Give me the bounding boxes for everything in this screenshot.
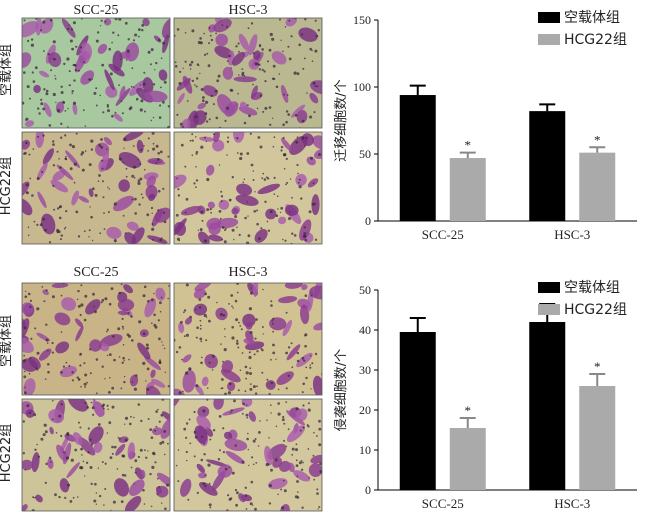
- y-tick-label: 40: [359, 323, 371, 337]
- column-label-hsc3: HSC-3: [229, 3, 268, 18]
- legend-label: 空载体组: [564, 10, 620, 26]
- legend-label: HCG22组: [564, 302, 627, 318]
- column-label-hsc3: HSC-3: [229, 265, 268, 280]
- y-tick-label: 150: [353, 13, 371, 27]
- column-label-scc25: SCC-25: [73, 3, 118, 18]
- micrograph-hsc3-empty-vector: [173, 282, 323, 396]
- bar: [579, 152, 616, 221]
- micrograph-scc25-hcg22: [21, 398, 171, 512]
- significance-marker: *: [594, 132, 601, 147]
- y-tick-label: 50: [359, 283, 371, 297]
- category-label: HSC-3: [554, 227, 590, 242]
- bar: [399, 95, 436, 221]
- migration-bar-chart: 0 50 100 150 迁移细胞数/个 * SCC-25 * HSC-3 空载体组 HCG22组: [334, 10, 637, 242]
- micrograph-hsc3-hcg22: [173, 131, 323, 245]
- row-label-empty-vector: 空载体组: [0, 315, 14, 367]
- bar: [449, 428, 486, 490]
- micrograph-scc25-empty-vector: [21, 282, 171, 396]
- legend-label: HCG22组: [564, 32, 627, 48]
- invasion-panel: SCC-25 HSC-3 空载体组 HCG22组 0 10 20 30 40 50 侵袭细胞…: [0, 265, 637, 512]
- legend-swatch: [538, 282, 560, 293]
- micrograph-background: [22, 399, 170, 511]
- bar: [529, 111, 566, 221]
- micrograph-scc25-empty-vector: [21, 17, 171, 129]
- column-label-scc25: SCC-25: [73, 265, 118, 280]
- significance-marker: *: [465, 138, 472, 153]
- category-label: SCC-25: [422, 227, 464, 242]
- bar: [449, 158, 486, 221]
- invasion-bar-chart: 0 10 20 30 40 50 侵袭细胞数/个 * SCC-25 * HSC-3 空载体组 HCG22…: [333, 280, 637, 511]
- y-tick-label: 50: [359, 147, 371, 161]
- category-label: HSC-3: [554, 496, 590, 511]
- significance-marker: *: [465, 403, 472, 418]
- micrograph-hsc3-hcg22: [173, 398, 323, 512]
- y-axis-title: 迁移细胞数/个: [334, 79, 349, 161]
- legend-label: 空载体组: [564, 280, 620, 296]
- micrograph-hsc3-empty-vector: [173, 17, 323, 129]
- legend-swatch: [538, 304, 560, 315]
- migration-panel: SCC-25 HSC-3 空载体组 HCG22组 0 50 100 150 迁移细胞数/…: [0, 3, 637, 245]
- bar: [529, 322, 566, 490]
- legend-swatch: [538, 12, 560, 23]
- significance-marker: *: [594, 359, 601, 374]
- y-tick-label: 0: [365, 214, 371, 228]
- y-tick-label: 30: [359, 363, 371, 377]
- y-axis-title: 侵袭细胞数/个: [333, 349, 349, 431]
- y-tick-label: 20: [359, 403, 371, 417]
- row-label-hcg22: HCG22组: [0, 424, 14, 482]
- micrograph-scc25-hcg22: [21, 131, 171, 245]
- y-tick-label: 100: [353, 80, 371, 94]
- bar: [579, 386, 616, 490]
- bar: [399, 332, 436, 490]
- y-tick-label: 10: [359, 443, 371, 457]
- row-label-empty-vector: 空载体组: [0, 44, 14, 96]
- legend-swatch: [538, 34, 560, 45]
- row-label-hcg22: HCG22组: [0, 157, 14, 215]
- y-tick-label: 0: [365, 483, 371, 497]
- category-label: SCC-25: [422, 496, 464, 511]
